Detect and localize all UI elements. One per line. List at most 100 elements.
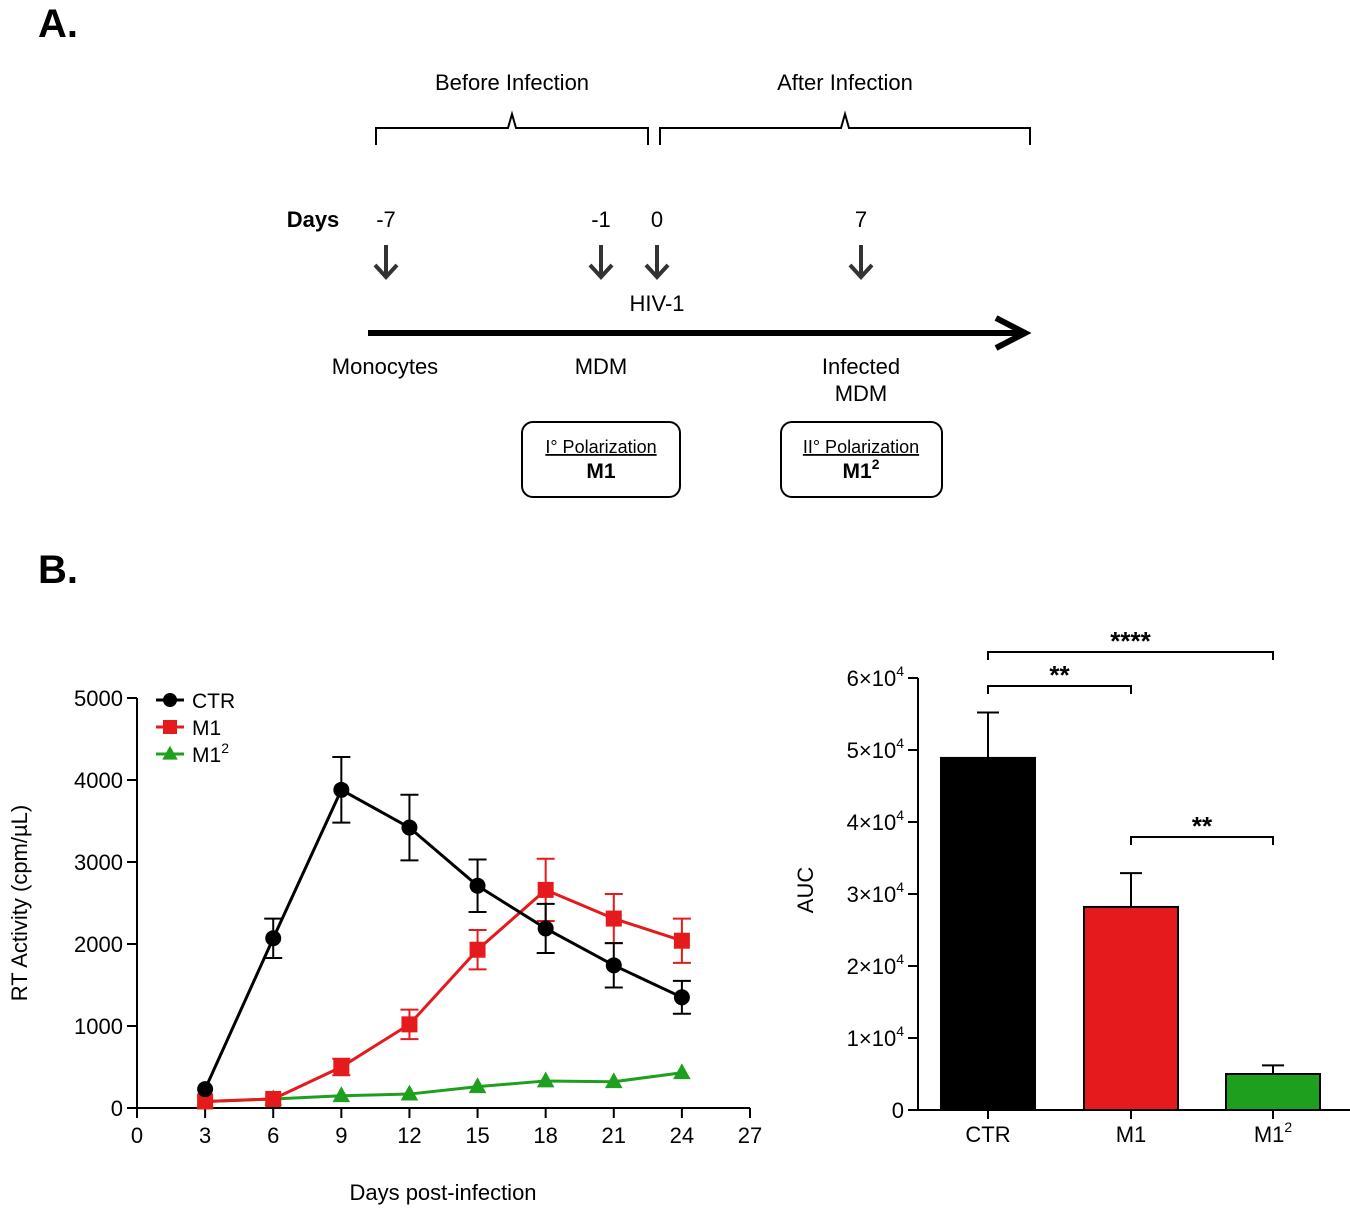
down-arrow-icon	[373, 245, 399, 280]
bar-chart-y-tick-label: 3×104	[847, 879, 905, 907]
stage-mdm: MDM	[575, 354, 628, 379]
line-chart-y-tick-label: 4000	[74, 768, 123, 793]
bar-chart-category-label: CTR	[965, 1122, 1010, 1147]
bar-chart-y-tick-label: 6×104	[847, 663, 905, 691]
day-mark-0: 0	[651, 207, 663, 232]
second-polarization-box: II° Polarization M12	[780, 421, 943, 498]
bar-chart-y-tick-label: 5×104	[847, 735, 905, 763]
significance-label: **	[1049, 660, 1070, 690]
significance-bracket	[1130, 836, 1274, 845]
data-point-marker	[673, 1063, 691, 1080]
day-mark-minus-1: -1	[591, 207, 611, 232]
data-point-marker	[163, 720, 177, 734]
day-mark-7: 7	[855, 207, 867, 232]
y-tick-coefficient: 4×10	[847, 810, 897, 835]
significance-bracket	[987, 651, 1274, 660]
stage-infected-mdm: MDM	[835, 381, 888, 406]
hiv-label: HIV-1	[629, 291, 684, 316]
series-1	[197, 857, 691, 1110]
y-tick-exponent: 4	[896, 879, 904, 895]
after-infection-label: After Infection	[777, 70, 913, 95]
second-polarization-title: II° Polarization	[803, 437, 919, 457]
series-line	[203, 787, 683, 1090]
line-chart-y-tick-label: 0	[111, 1096, 123, 1121]
data-point-marker	[332, 1086, 351, 1103]
legend-item: M1	[156, 717, 221, 740]
line-chart-y-tick-label: 1000	[74, 1014, 123, 1039]
data-point-marker	[197, 1093, 214, 1110]
data-point-marker	[469, 941, 486, 958]
significance-bracket	[987, 685, 1132, 694]
data-point-marker	[469, 877, 486, 894]
category-label-text: M1	[1254, 1122, 1285, 1147]
line-chart-x-tick-label: 3	[199, 1123, 211, 1148]
bar-chart-y-tick-label: 2×104	[847, 951, 905, 979]
series-line	[205, 888, 683, 1103]
data-point-marker	[333, 781, 350, 798]
data-point-marker	[605, 910, 622, 927]
second-polarization-value: M1	[843, 460, 872, 483]
down-arrow-icon	[588, 245, 614, 280]
data-point-marker	[401, 819, 418, 836]
legend-item: CTR	[156, 690, 235, 713]
data-point-marker	[537, 881, 554, 898]
y-tick-coefficient: 5×10	[847, 738, 897, 763]
line-chart-x-tick-label: 0	[131, 1123, 143, 1148]
y-tick-coefficient: 3×10	[847, 882, 897, 907]
legend-label-text: M1	[192, 744, 221, 767]
legend-label: CTR	[192, 690, 235, 713]
line-chart-x-tick-label: 24	[670, 1123, 694, 1148]
data-point-marker	[265, 930, 282, 947]
data-point-marker	[673, 932, 690, 949]
data-point-marker	[265, 1090, 282, 1107]
bar	[1083, 905, 1179, 1112]
bar-chart-y-tick-label: 4×104	[847, 807, 905, 835]
data-point-marker	[604, 1072, 623, 1089]
legend-label-text: CTR	[192, 690, 235, 713]
line-chart-x-tick-label: 15	[465, 1123, 489, 1148]
second-polarization-superscript: 2	[872, 456, 880, 472]
y-tick-coefficient: 1×10	[847, 1026, 897, 1051]
svg-text:M12: M12	[843, 456, 880, 483]
data-point-marker	[468, 1077, 487, 1094]
legend-label: M12	[192, 740, 229, 767]
y-tick-coefficient: 0	[892, 1098, 904, 1123]
first-polarization-value: M1	[586, 460, 615, 483]
line-chart-x-tick-label: 27	[738, 1123, 762, 1148]
data-point-marker	[333, 1059, 350, 1075]
y-tick-exponent: 4	[896, 735, 904, 751]
data-point-marker	[537, 920, 554, 937]
bar	[1225, 1073, 1321, 1111]
stage-monocytes: Monocytes	[332, 354, 438, 379]
stage-infected: Infected	[822, 354, 900, 379]
line-chart-y-tick-label: 5000	[74, 686, 123, 711]
down-arrow-icon	[644, 245, 670, 280]
data-point-marker	[197, 1081, 214, 1098]
category-label-text: CTR	[965, 1122, 1010, 1147]
panel-b-label: B.	[38, 548, 78, 592]
category-label-superscript: 2	[1284, 1119, 1292, 1135]
line-chart-x-tick-label: 21	[602, 1123, 626, 1148]
significance-label: ****	[1110, 626, 1151, 656]
data-point-marker	[162, 745, 178, 760]
series-0	[197, 756, 691, 1098]
significance-label: **	[1192, 811, 1213, 841]
before-infection-label: Before Infection	[435, 70, 589, 95]
y-tick-exponent: 4	[896, 1023, 904, 1039]
first-polarization-box: I° Polarization M1	[521, 421, 681, 498]
y-tick-coefficient: 6×10	[847, 666, 897, 691]
y-tick-exponent: 4	[896, 951, 904, 967]
panel-a-label: A.	[38, 2, 78, 46]
data-point-marker	[163, 693, 177, 707]
line-chart-x-tick-label: 12	[397, 1123, 421, 1148]
line-chart-x-tick-label: 9	[335, 1123, 347, 1148]
data-point-marker	[401, 1016, 418, 1033]
days-label: Days	[287, 207, 340, 232]
series-line	[205, 1071, 683, 1103]
rt-activity-line-chart: 0 1000 2000 3000 4000 5000 0 3 6 9 12 15 18 21 24 27 R…	[7, 686, 762, 1205]
timeline-arrow	[368, 315, 1032, 351]
data-point-marker	[605, 957, 622, 974]
day-mark-minus-7: -7	[376, 207, 396, 232]
first-polarization-title: I° Polarization	[545, 437, 656, 457]
